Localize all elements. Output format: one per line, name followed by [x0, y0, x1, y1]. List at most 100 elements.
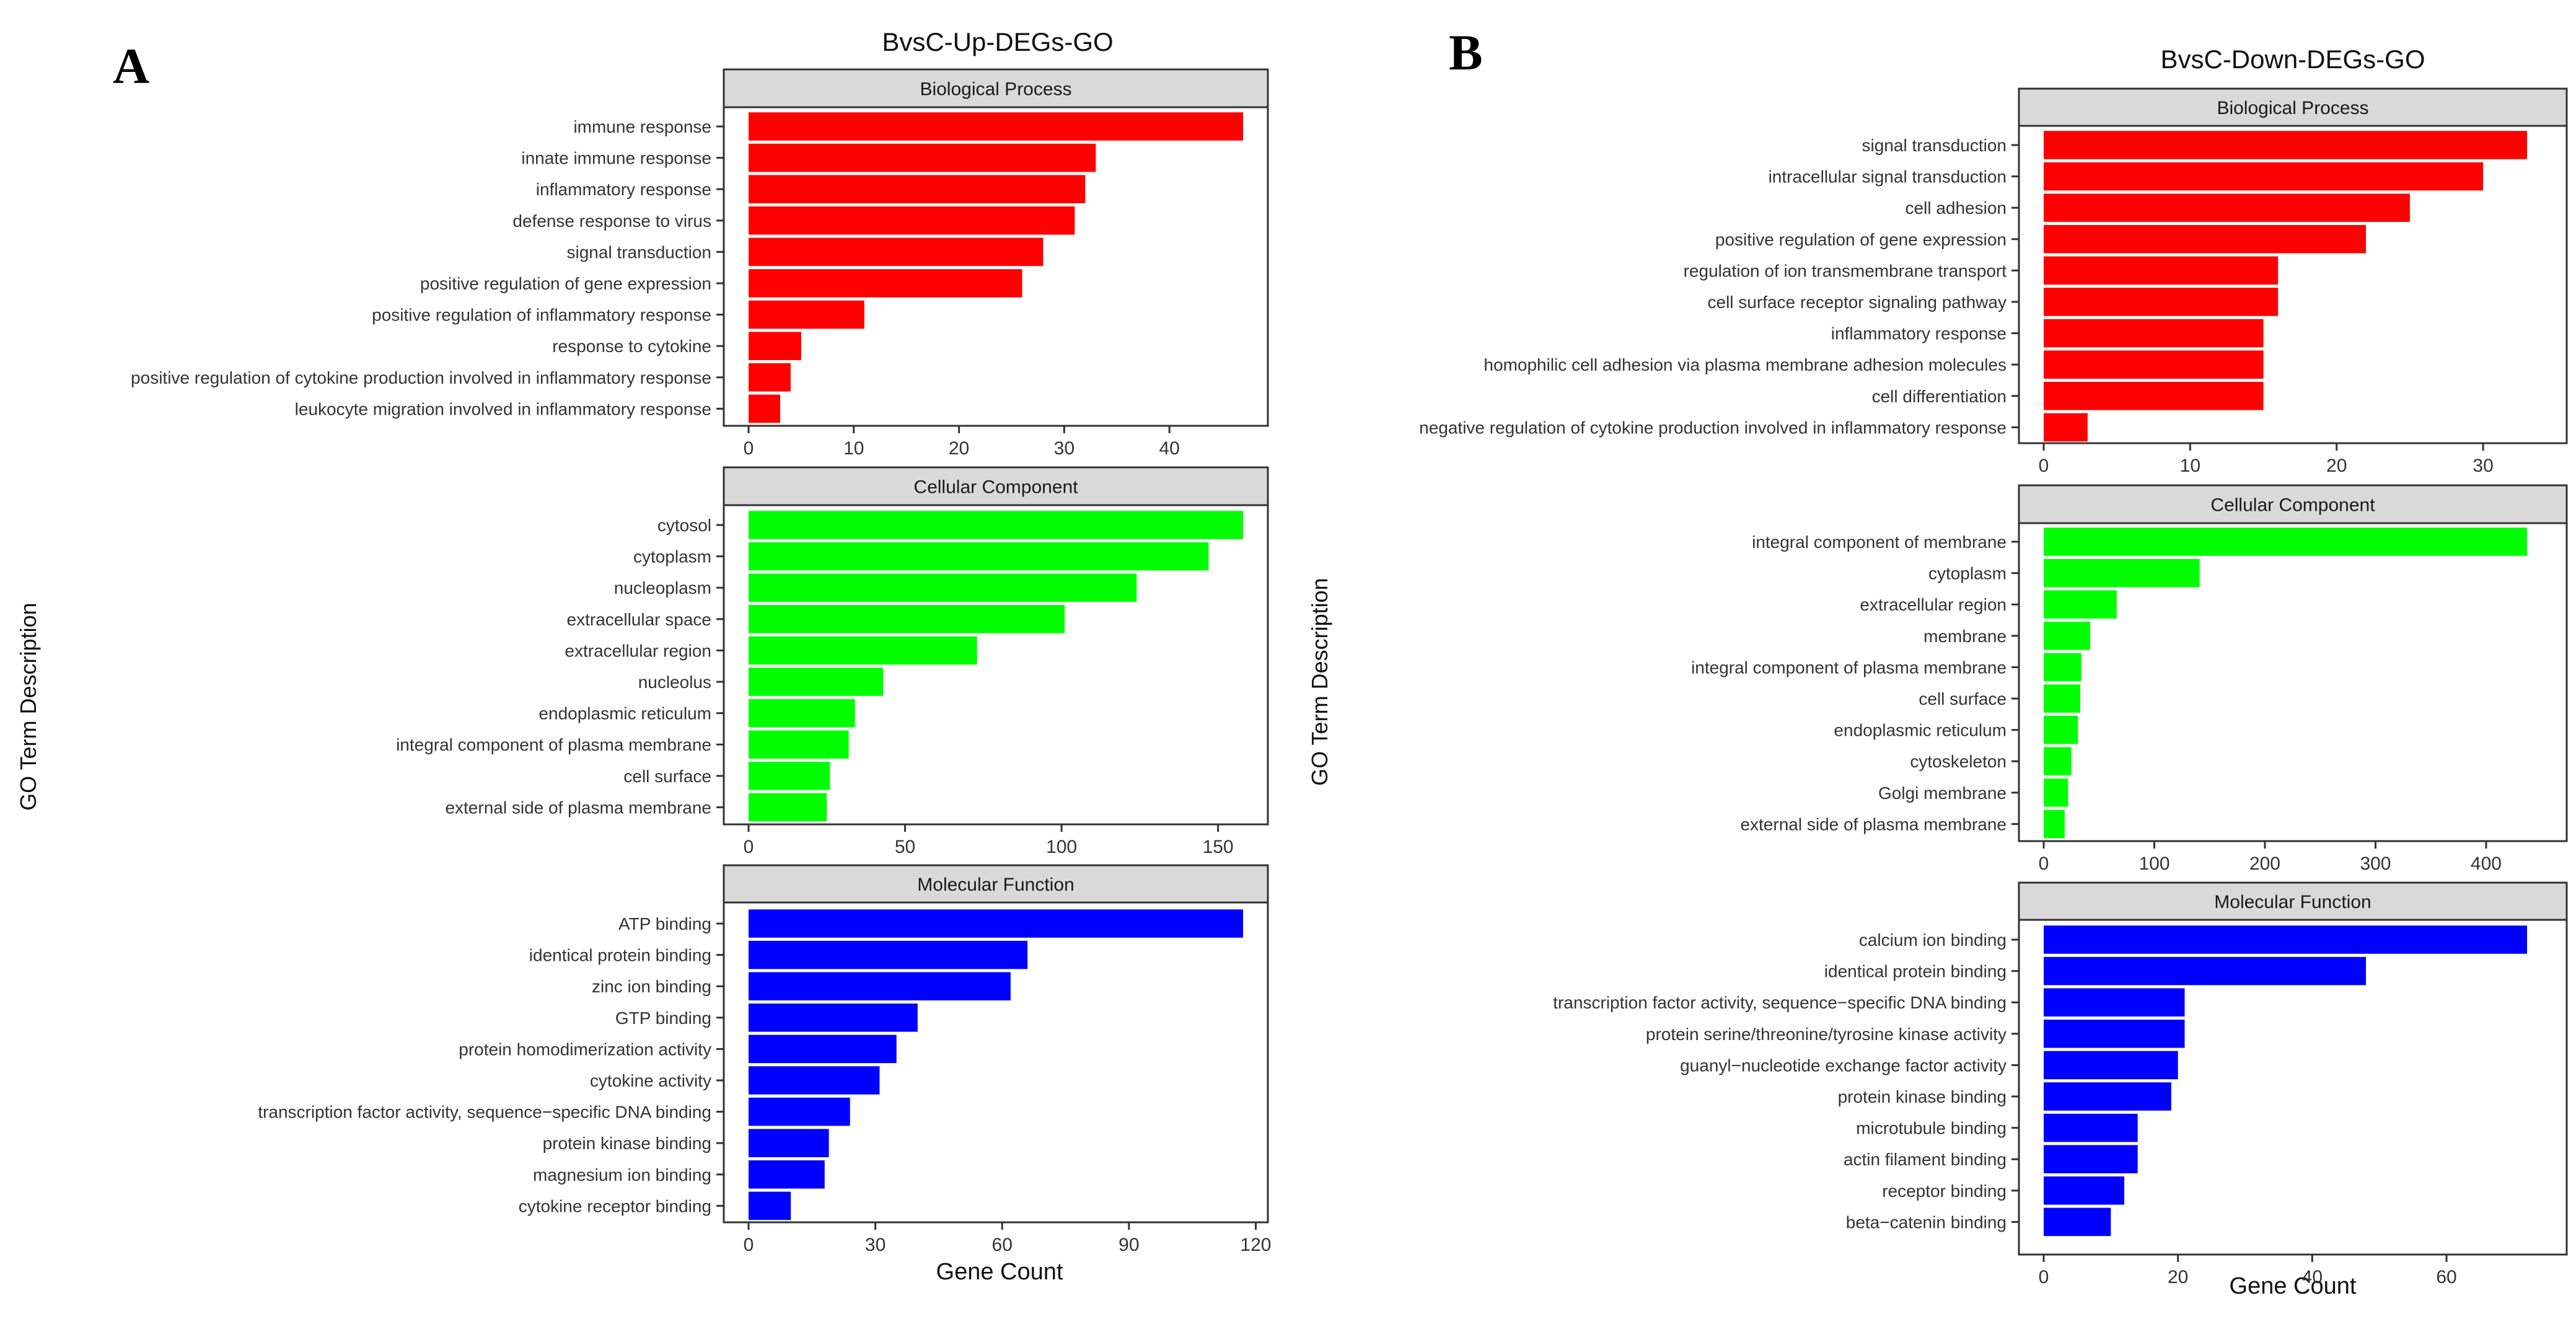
term-label: nucleolus — [638, 673, 711, 692]
bar — [2044, 1176, 2124, 1205]
term-label: protein homodimerization activity — [459, 1039, 711, 1059]
bar — [749, 668, 884, 696]
term-label: zinc ion binding — [592, 977, 711, 996]
term-label: positive regulation of gene expression — [420, 274, 711, 293]
term-label: integral component of plasma membrane — [396, 735, 711, 754]
term-label: GTP binding — [615, 1008, 711, 1028]
term-label: cell differentiation — [1872, 387, 2007, 406]
facet-strip — [2018, 484, 2568, 524]
term-label: cytokine receptor binding — [519, 1196, 711, 1215]
x-tick-label: 0 — [2039, 854, 2049, 874]
bar — [749, 1160, 825, 1189]
bar — [2044, 590, 2117, 619]
facet-strip — [2018, 87, 2568, 127]
bar — [2044, 382, 2264, 410]
x-tick-label: 150 — [1203, 837, 1234, 857]
x-tick-label: 20 — [2168, 1267, 2188, 1287]
panel-b-x-axis-title: Gene Count — [2230, 1273, 2357, 1299]
bar — [749, 909, 1243, 938]
term-label: receptor binding — [1882, 1181, 2007, 1201]
term-label: extracellular region — [1860, 595, 2007, 614]
term-label: homophilic cell adhesion via plasma memb… — [1484, 355, 2007, 374]
term-label: protein kinase binding — [543, 1134, 711, 1153]
term-label: membrane — [1923, 627, 2007, 646]
x-tick-label: 10 — [2180, 456, 2200, 476]
x-tick-label: 10 — [843, 438, 864, 459]
bar — [749, 1191, 791, 1220]
term-label: endoplasmic reticulum — [1834, 721, 2007, 740]
bar — [2044, 809, 2065, 839]
facet-strip-label: Cellular Component — [913, 477, 1078, 498]
panel-a: A BvsC-Up-DEGs-GO GO Term Description Ge… — [15, 27, 1271, 1285]
term-label: identical protein binding — [1824, 962, 2007, 981]
bar — [749, 394, 780, 423]
term-label: Golgi membrane — [1878, 783, 2007, 803]
term-label: transcription factor activity, sequence−… — [258, 1103, 711, 1122]
term-label: immune response — [573, 117, 711, 136]
term-label: cell adhesion — [1906, 198, 2007, 218]
x-tick-label: 0 — [744, 1235, 754, 1255]
bar — [2044, 288, 2279, 316]
term-label: protein serine/threonine/tyrosine kinase… — [1646, 1025, 2007, 1044]
term-label: identical protein binding — [529, 946, 711, 965]
panel-b-y-axis-title: GO Term Description — [1307, 578, 1332, 785]
bar — [2044, 527, 2527, 556]
bar — [749, 1097, 850, 1126]
term-label: microtubule binding — [1856, 1119, 2007, 1138]
facet-a-1: Biological Process immune response innate … — [131, 68, 1269, 459]
bar — [2044, 225, 2366, 254]
panel-a-y-axis-title: GO Term Description — [15, 602, 41, 810]
facet-a-3: Molecular Function ATP binding identical p… — [258, 864, 1271, 1255]
bar — [749, 300, 864, 329]
facet-b-2: Cellular Component integral component of … — [1691, 484, 2568, 874]
term-label: extracellular space — [567, 610, 711, 629]
term-label: positive regulation of gene expression — [1715, 230, 2007, 249]
panel-b-title: BvsC-Down-DEGs-GO — [2160, 45, 2425, 74]
bar — [749, 573, 1137, 602]
facet-strip-label: Biological Process — [2217, 98, 2368, 118]
term-label: nucleoplasm — [614, 578, 711, 598]
x-tick-label: 60 — [2436, 1267, 2456, 1287]
bar — [749, 237, 1044, 267]
bar — [749, 332, 801, 360]
bar — [2044, 684, 2080, 713]
term-label: calcium ion binding — [1859, 930, 2007, 950]
x-tick-label: 60 — [992, 1235, 1013, 1255]
bar — [749, 1129, 829, 1157]
x-tick-label: 50 — [895, 837, 915, 857]
bar — [749, 972, 1011, 1000]
x-tick-label: 0 — [2039, 456, 2049, 476]
bar — [2044, 622, 2090, 650]
x-tick-label: 90 — [1119, 1235, 1139, 1255]
bar — [2044, 131, 2527, 159]
term-label: innate immune response — [521, 149, 711, 168]
term-label: actin filament binding — [1844, 1150, 2007, 1169]
term-label: beta−catenin binding — [1846, 1212, 2007, 1232]
bar — [2044, 779, 2068, 807]
term-label: intracellular signal transduction — [1769, 167, 2007, 187]
bar — [749, 940, 1028, 969]
facet-strip — [723, 68, 1269, 108]
facet-strip — [723, 864, 1269, 904]
term-label: signal transduction — [1862, 136, 2007, 155]
bar — [749, 699, 855, 728]
bar — [749, 636, 977, 665]
term-label: positive regulation of cytokine producti… — [131, 368, 711, 387]
term-label: transcription factor activity, sequence−… — [1553, 993, 2007, 1012]
x-tick-label: 200 — [2249, 854, 2280, 874]
bar — [749, 1034, 897, 1064]
x-tick-label: 0 — [2039, 1267, 2049, 1287]
x-tick-label: 0 — [744, 837, 754, 857]
bar — [2044, 319, 2264, 348]
facet-b-3: Molecular Function calcium ion binding ide… — [1553, 881, 2568, 1287]
x-tick-label: 400 — [2471, 854, 2502, 874]
bar — [749, 605, 1065, 633]
term-label: positive regulation of inflammatory resp… — [372, 306, 711, 325]
bar — [2044, 558, 2200, 588]
panel-b: B BvsC-Down-DEGs-GO GO Term Description … — [1307, 24, 2568, 1299]
bar — [2044, 925, 2527, 954]
facet-b-1: Biological Process signal transduction int… — [1419, 87, 2568, 476]
bar — [2044, 653, 2081, 682]
panel-a-x-axis-title: Gene Count — [936, 1259, 1063, 1285]
